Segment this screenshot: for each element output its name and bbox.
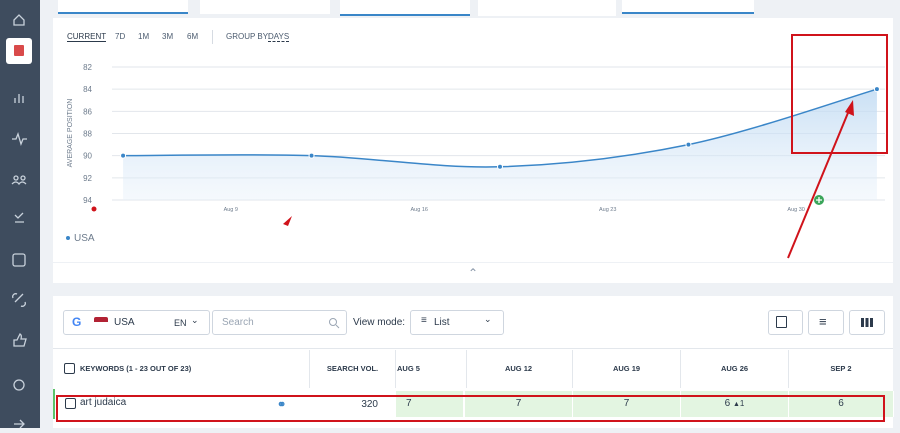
- period-tab[interactable]: 1M: [138, 32, 150, 41]
- period-tab[interactable]: 6M: [187, 32, 199, 41]
- column-header[interactable]: AUG 19: [573, 350, 681, 388]
- x-tick-label: Aug 9: [224, 207, 238, 213]
- position-cell: 6: [789, 391, 894, 417]
- search-placeholder: Search: [222, 317, 254, 328]
- position-cell: 7: [396, 391, 464, 417]
- top-card: [200, 0, 330, 14]
- table-border: [53, 348, 893, 349]
- point: [308, 152, 315, 159]
- position-change: 1: [739, 399, 745, 408]
- position: 6: [724, 398, 731, 409]
- collapse-toggle[interactable]: ⌃: [53, 262, 893, 283]
- sidebar: [0, 0, 40, 429]
- x-tick-label: Aug 16: [411, 207, 428, 213]
- y-tick-label: 92: [83, 174, 92, 183]
- link-icon[interactable]: ⚭: [277, 399, 287, 411]
- position-cell: 7: [465, 391, 573, 417]
- search-input[interactable]: Search: [212, 310, 347, 335]
- copy-button[interactable]: [768, 310, 803, 335]
- column-header[interactable]: SEARCH VOL.: [310, 350, 396, 388]
- position-cell: 7: [573, 391, 681, 417]
- sidebar-icons: [6, 14, 32, 429]
- column-header[interactable]: KEYWORDS (1 - 23 OUT OF 23): [80, 350, 310, 388]
- change-arrow: ▲: [732, 401, 740, 408]
- group-by-label: GROUP BY:: [226, 32, 270, 41]
- search-volume: 320: [361, 399, 378, 410]
- country: USA: [114, 317, 135, 328]
- position-cell: 6 ▲1: [681, 391, 789, 417]
- checkbox[interactable]: [64, 363, 75, 374]
- columns-button[interactable]: [849, 310, 885, 335]
- legend-label: USA: [74, 233, 95, 244]
- checkbox[interactable]: [65, 398, 76, 409]
- y-tick-label: 90: [83, 152, 92, 161]
- y-tick-label: 82: [83, 63, 92, 72]
- top-card: [58, 0, 188, 14]
- column-header[interactable]: SEP 2: [830, 364, 852, 373]
- flag: [94, 317, 108, 327]
- chevron: ⌄: [484, 314, 492, 324]
- point: [873, 86, 880, 93]
- y-axis-label: AVERAGE POSITION: [67, 99, 74, 168]
- country-select[interactable]: G USA EN ⌄: [63, 310, 210, 335]
- top-card: [622, 0, 754, 14]
- list-icon: ≡: [421, 315, 427, 326]
- x-tick-label: Aug 30: [787, 207, 804, 213]
- language: EN: [174, 318, 187, 328]
- period-tab[interactable]: CURRENT: [67, 32, 107, 42]
- column-header[interactable]: AUG 12: [465, 350, 573, 388]
- top-card: [340, 0, 470, 16]
- point: [685, 141, 692, 148]
- filter-button[interactable]: ≡: [808, 310, 844, 335]
- x-tick-label: Aug 23: [599, 207, 616, 213]
- point: [497, 163, 503, 170]
- period-tab[interactable]: 7D: [115, 32, 126, 41]
- group-by-value[interactable]: DAYS: [268, 32, 290, 42]
- column-header[interactable]: AUG 5: [395, 350, 467, 388]
- view-mode-label: View mode:: [353, 317, 406, 328]
- filter-icon: ≡: [819, 314, 827, 329]
- view-mode: List: [434, 317, 450, 328]
- area: [123, 89, 877, 200]
- point: [120, 152, 127, 159]
- legend-marker: [66, 236, 70, 240]
- y-tick-label: 84: [83, 85, 92, 94]
- keyword[interactable]: art judaica: [80, 397, 127, 408]
- chart: AVERAGE POSITION 82 84 86 88 90 92 94 Aug 9 Aug …: [66, 63, 885, 244]
- y-tick-label: 94: [83, 196, 92, 205]
- google-icon: G: [72, 315, 82, 329]
- search-icon: [329, 318, 340, 329]
- chevron: ⌄: [191, 315, 199, 325]
- view-mode-select[interactable]: ≡ List ⌄: [410, 310, 504, 335]
- table-row: [53, 389, 895, 419]
- y-tick-label: 86: [83, 107, 92, 116]
- column-header[interactable]: AUG 26: [681, 350, 789, 388]
- divider: [212, 30, 213, 44]
- period-tab[interactable]: 3M: [162, 32, 174, 41]
- top-card: [478, 0, 616, 16]
- y-tick-label: 88: [83, 130, 92, 139]
